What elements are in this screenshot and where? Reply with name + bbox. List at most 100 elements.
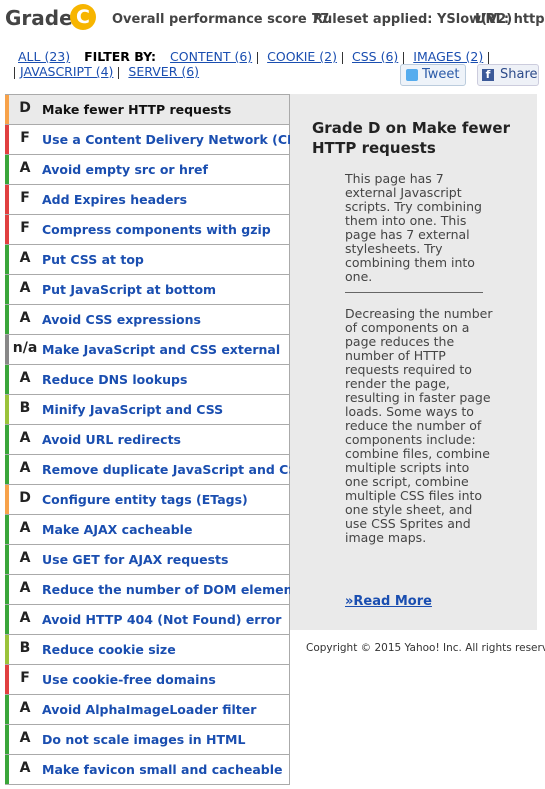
rule-row[interactable]: A Put CSS at top (5, 245, 290, 275)
rule-label[interactable]: Reduce DNS lookups (42, 372, 188, 387)
grade-color-bar (5, 215, 9, 244)
rule-label[interactable]: Avoid CSS expressions (42, 312, 201, 327)
rule-label[interactable]: Do not scale images in HTML (42, 732, 246, 747)
rule-label[interactable]: Configure entity tags (ETags) (42, 492, 248, 507)
grade-color-bar (5, 95, 9, 124)
rule-label[interactable]: Reduce cookie size (42, 642, 176, 657)
rule-label[interactable]: Avoid AlphaImageLoader filter (42, 702, 257, 717)
grade-color-bar (5, 635, 9, 664)
rule-grade: F (20, 220, 30, 236)
rule-row[interactable]: B Minify JavaScript and CSS (5, 395, 290, 425)
filter-javascript[interactable]: JAVASCRIPT (4) (20, 64, 114, 79)
rule-grade: A (19, 460, 31, 476)
rule-label[interactable]: Add Expires headers (42, 192, 188, 207)
rule-row[interactable]: A Avoid empty src or href (5, 155, 290, 185)
filter-all[interactable]: ALL (23) (18, 49, 71, 64)
filter-separator (14, 66, 15, 79)
rule-grade: A (19, 730, 31, 746)
grade-color-bar (5, 365, 9, 394)
grade-color-bar (5, 545, 9, 574)
share-label: Share (500, 67, 538, 82)
filter-separator (257, 51, 259, 64)
rule-grade: A (19, 520, 31, 536)
rule-row[interactable]: F Compress components with gzip (5, 215, 290, 245)
rule-row[interactable]: A Reduce DNS lookups (5, 365, 290, 395)
rule-label[interactable]: Reduce the number of DOM elements (42, 582, 306, 597)
rule-row[interactable]: B Reduce cookie size (5, 635, 290, 665)
grade-color-bar (5, 425, 9, 454)
grade-color-bar (5, 605, 9, 634)
rule-grade: A (19, 550, 31, 566)
share-button[interactable]: f Share (477, 64, 539, 86)
filter-separator (403, 51, 405, 64)
grade-color-bar (5, 575, 9, 604)
rule-label[interactable]: Use a Content Delivery Network (CDN) (42, 132, 314, 147)
rule-row[interactable]: F Use a Content Delivery Network (CDN) (5, 125, 314, 155)
rule-row[interactable]: F Add Expires headers (5, 185, 290, 215)
rules-list: D Make fewer HTTP requests F Use a Content … (5, 94, 314, 785)
detail-findings: This page has 7 external Javascript scri… (345, 171, 482, 284)
rule-label[interactable]: Remove duplicate JavaScript and CSS (42, 462, 306, 477)
url-label: URL: http:// (475, 12, 545, 27)
filter-server[interactable]: SERVER (6) (128, 64, 200, 79)
rule-grade: n/a (12, 340, 38, 356)
rule-row[interactable]: A Make AJAX cacheable (5, 515, 290, 545)
rule-label[interactable]: Avoid empty src or href (42, 162, 208, 177)
tweet-label: Tweet (422, 67, 460, 82)
rule-label[interactable]: Minify JavaScript and CSS (42, 402, 224, 417)
rule-grade: A (19, 580, 31, 596)
grade-color-bar (5, 155, 9, 184)
rule-row[interactable]: A Use GET for AJAX requests (5, 545, 290, 575)
rule-label[interactable]: Compress components with gzip (42, 222, 271, 237)
grade-color-bar (5, 335, 9, 364)
rule-row[interactable]: A Reduce the number of DOM elements (5, 575, 306, 605)
ruleset-label: Ruleset applied: YSlow(V2) (313, 12, 513, 27)
rule-row[interactable]: A Avoid URL redirects (5, 425, 290, 455)
rule-row[interactable]: D Make fewer HTTP requests (5, 94, 290, 125)
rule-row[interactable]: A Put JavaScript at bottom (5, 275, 290, 305)
rule-label[interactable]: Put CSS at top (42, 252, 144, 267)
rule-row[interactable]: A Avoid CSS expressions (5, 305, 290, 335)
rule-label[interactable]: Use cookie-free domains (42, 672, 216, 687)
rule-label[interactable]: Make AJAX cacheable (42, 522, 193, 537)
read-more-link[interactable]: »Read More (345, 594, 432, 609)
filter-cookie[interactable]: COOKIE (2) (267, 49, 338, 64)
rule-grade: D (19, 490, 31, 506)
rule-grade: B (19, 640, 31, 656)
overall-grade-badge: C (70, 4, 96, 30)
rule-grade: A (19, 610, 31, 626)
filter-content[interactable]: CONTENT (6) (170, 49, 253, 64)
detail-title: Grade D on Make fewer HTTP requests (312, 119, 510, 157)
rule-label[interactable]: Make JavaScript and CSS external (42, 342, 281, 357)
copyright-text: Copyright © 2015 Yahoo! Inc. All rights … (306, 642, 545, 654)
rule-label[interactable]: Avoid HTTP 404 (Not Found) error (42, 612, 282, 627)
rule-grade: A (19, 280, 31, 296)
grade-color-bar (5, 185, 9, 214)
rule-row[interactable]: A Avoid HTTP 404 (Not Found) error (5, 605, 290, 635)
rule-row[interactable]: A Make favicon small and cacheable (5, 755, 290, 785)
rule-label[interactable]: Avoid URL redirects (42, 432, 181, 447)
tweet-button[interactable]: Tweet (400, 64, 466, 86)
grade-color-bar (5, 245, 9, 274)
filter-images[interactable]: IMAGES (2) (413, 49, 484, 64)
rule-row[interactable]: A Do not scale images in HTML (5, 725, 290, 755)
rule-row[interactable]: n/a Make JavaScript and CSS external (5, 335, 290, 365)
rule-label[interactable]: Make favicon small and cacheable (42, 762, 283, 777)
rule-label[interactable]: Use GET for AJAX requests (42, 552, 229, 567)
rule-row[interactable]: A Avoid AlphaImageLoader filter (5, 695, 290, 725)
report-header: Grade C Overall performance score 77 Rul… (0, 0, 545, 40)
rule-row[interactable]: D Configure entity tags (ETags) (5, 485, 290, 515)
rule-grade: A (19, 700, 31, 716)
filter-separator (118, 66, 120, 79)
grade-color-bar (5, 515, 9, 544)
filter-line-1: ALL (23) FILTER BY: CONTENT (6) COOKIE (… (18, 49, 494, 64)
rule-label[interactable]: Put JavaScript at bottom (42, 282, 217, 297)
rule-grade: A (19, 370, 31, 386)
rule-row[interactable]: F Use cookie-free domains (5, 665, 290, 695)
rule-detail-panel: Grade D on Make fewer HTTP requests This… (290, 94, 537, 630)
detail-description: Decreasing the number of components on a… (345, 306, 493, 545)
filter-css[interactable]: CSS (6) (352, 49, 399, 64)
rule-grade: A (19, 160, 31, 176)
rule-row[interactable]: A Remove duplicate JavaScript and CSS (5, 455, 306, 485)
rule-label[interactable]: Make fewer HTTP requests (42, 102, 232, 117)
